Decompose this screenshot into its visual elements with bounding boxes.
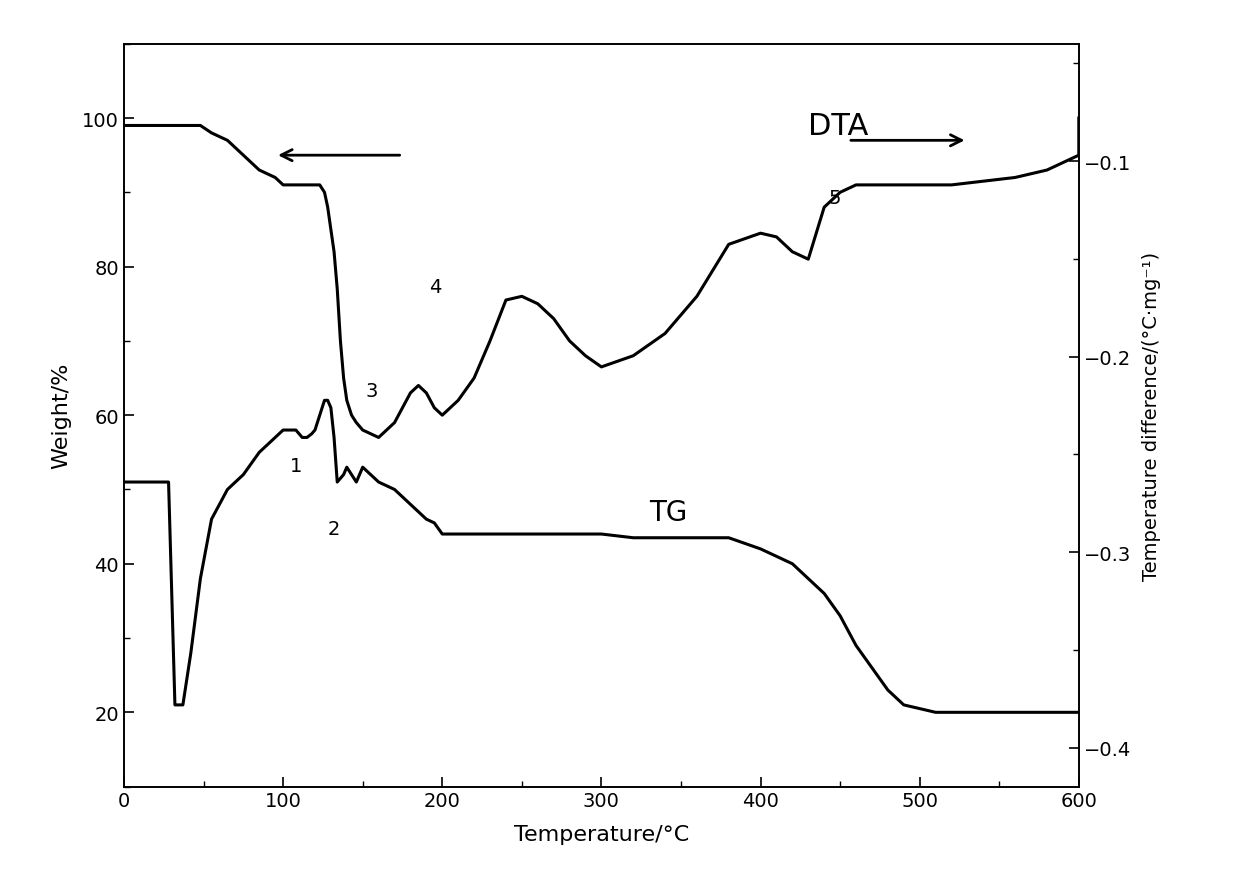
Text: TG: TG xyxy=(650,498,687,527)
X-axis label: Temperature/°C: Temperature/°C xyxy=(513,824,689,845)
Text: 3: 3 xyxy=(366,382,378,401)
Y-axis label: Weight/%: Weight/% xyxy=(51,363,71,468)
Y-axis label: Temperature difference/(°C·mg⁻¹): Temperature difference/(°C·mg⁻¹) xyxy=(1142,251,1161,580)
Text: DTA: DTA xyxy=(808,112,869,141)
Text: 4: 4 xyxy=(429,278,441,297)
Text: 1: 1 xyxy=(290,456,303,475)
Text: 5: 5 xyxy=(830,189,842,208)
Text: 2: 2 xyxy=(327,519,340,538)
